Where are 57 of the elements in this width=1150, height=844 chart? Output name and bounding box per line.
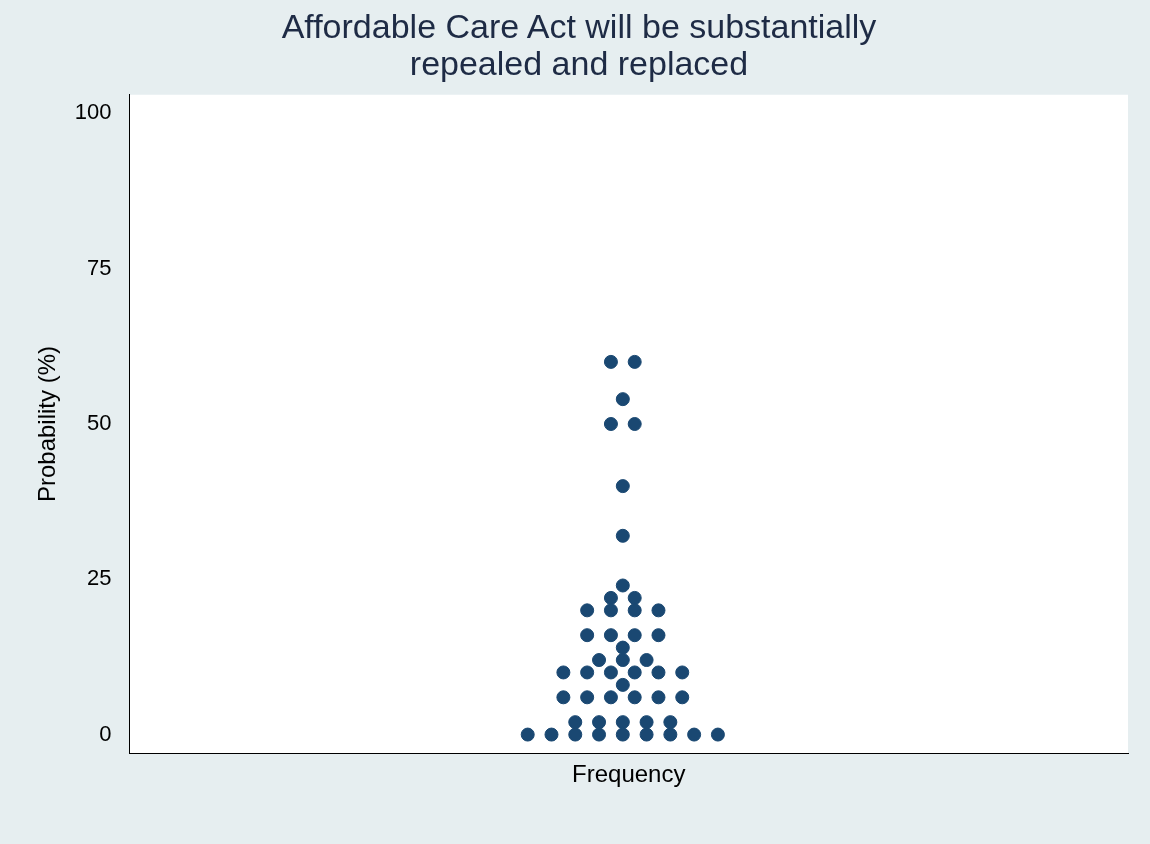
point [615, 528, 630, 543]
point [639, 727, 654, 742]
point [580, 690, 595, 705]
point [615, 727, 630, 742]
point [710, 727, 725, 742]
point [592, 727, 607, 742]
point [651, 690, 666, 705]
point [627, 665, 642, 680]
point [556, 665, 571, 680]
point [615, 640, 630, 655]
y-tick-label: 0 [99, 720, 112, 746]
point [627, 354, 642, 369]
point [568, 727, 583, 742]
point [580, 665, 595, 680]
point [615, 392, 630, 407]
point [592, 715, 607, 730]
point [627, 603, 642, 618]
point [603, 590, 618, 605]
point [556, 690, 571, 705]
point [663, 727, 678, 742]
chart-title: Affordable Care Act will be substantially repealed and replaced [281, 7, 877, 83]
point [603, 417, 618, 431]
point [675, 665, 690, 680]
y-tick-label: 75 [87, 254, 112, 280]
point [639, 715, 654, 730]
point [651, 628, 666, 643]
y-tick-label: 100 [74, 99, 112, 125]
point [627, 590, 642, 605]
point [544, 727, 559, 742]
point [603, 665, 618, 680]
x-axis-title: Frequency [572, 760, 686, 788]
point [615, 479, 630, 494]
point [615, 677, 630, 692]
point [687, 727, 702, 742]
point [651, 665, 666, 680]
point [568, 715, 583, 730]
point [580, 603, 595, 618]
point [627, 690, 642, 705]
point [615, 653, 630, 668]
point [603, 628, 618, 643]
point [603, 354, 618, 369]
point [592, 653, 607, 668]
point [663, 715, 678, 730]
point [651, 603, 666, 618]
point [627, 417, 642, 431]
point [639, 653, 654, 668]
point [627, 628, 642, 643]
point [580, 628, 595, 643]
point [603, 690, 618, 705]
point [615, 715, 630, 730]
point [615, 578, 630, 593]
point [603, 603, 618, 618]
point [520, 727, 535, 742]
y-tick-label: 50 [87, 410, 112, 436]
point [675, 690, 690, 705]
y-axis-title: Probability (%) [33, 345, 61, 503]
y-tick-label: 25 [87, 565, 112, 591]
